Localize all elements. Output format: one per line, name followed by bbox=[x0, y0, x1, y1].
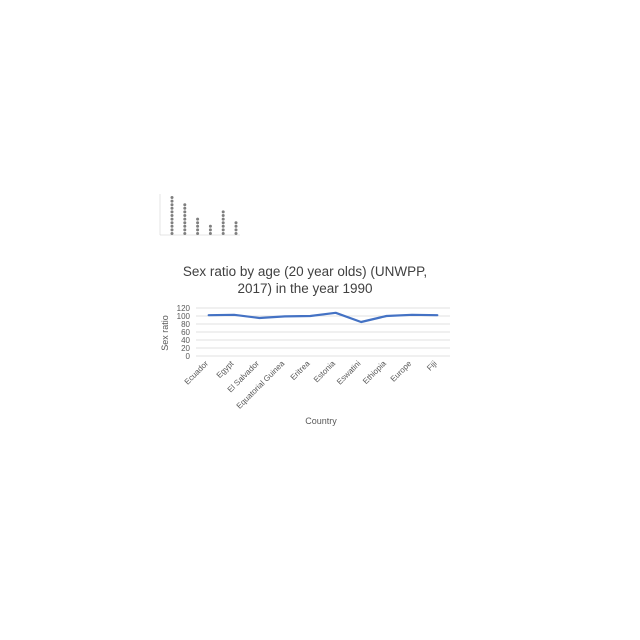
x-axis-label: Country bbox=[305, 416, 337, 426]
thumbnail-background bbox=[148, 186, 248, 246]
thumbnail-dot bbox=[183, 203, 187, 207]
thumbnail-dot bbox=[170, 214, 174, 217]
sex-ratio-chart: Sex ratio by age (20 year olds) (UNWPP, … bbox=[150, 258, 480, 438]
thumbnail-dot bbox=[183, 206, 187, 210]
thumbnail-dot bbox=[208, 232, 212, 235]
x-tick-label: Ethiopia bbox=[361, 359, 388, 386]
thumbnail-dot bbox=[221, 224, 225, 228]
thumbnail-dot bbox=[170, 221, 174, 225]
thumbnail-dot bbox=[221, 214, 225, 217]
sex-ratio-chart-svg: Sex ratio by age (20 year olds) (UNWPP, … bbox=[160, 264, 450, 426]
thumbnail-dot bbox=[183, 217, 187, 221]
thumbnail-dot bbox=[183, 214, 187, 217]
thumbnail-dot bbox=[183, 232, 187, 235]
x-tick-label: Equatorial Guinea bbox=[235, 359, 287, 411]
thumbnail-dot bbox=[221, 221, 225, 225]
thumbnail-chart-svg bbox=[148, 186, 248, 246]
thumbnail-dot bbox=[196, 232, 200, 235]
y-tick-label: 80 bbox=[181, 320, 190, 329]
y-axis-label: Sex ratio bbox=[160, 315, 170, 351]
y-tick-label: 40 bbox=[181, 336, 190, 345]
thumbnail-dot bbox=[221, 228, 225, 232]
x-tick-label: Eswatini bbox=[335, 359, 363, 387]
thumbnail-dot bbox=[170, 217, 174, 221]
y-tick-label: 120 bbox=[177, 304, 191, 313]
y-tick-label: 20 bbox=[181, 344, 190, 353]
thumbnail-dot bbox=[183, 224, 187, 228]
thumbnail-dot bbox=[183, 228, 187, 232]
thumbnail-dot bbox=[170, 224, 174, 228]
series-line bbox=[207, 311, 439, 324]
x-tick-label: Europe bbox=[389, 359, 414, 384]
thumbnail-dot bbox=[221, 210, 225, 214]
thumbnail-dot bbox=[170, 210, 174, 214]
thumbnail-dot bbox=[208, 228, 212, 232]
thumbnail-dot bbox=[196, 228, 200, 232]
x-tick-label: Fiji bbox=[425, 359, 439, 373]
x-tick-label: Ecuador bbox=[183, 359, 211, 387]
thumbnail-dot bbox=[208, 224, 212, 228]
thumbnail-dot bbox=[170, 228, 174, 232]
x-tick-label: Estonia bbox=[312, 359, 338, 385]
thumbnail-dot bbox=[221, 217, 225, 221]
thumbnail-dot bbox=[170, 196, 174, 199]
thumbnail-dot bbox=[234, 221, 238, 225]
thumbnail-dot bbox=[196, 217, 200, 221]
y-tick-label: 100 bbox=[177, 312, 191, 321]
thumbnail-dot bbox=[221, 232, 225, 235]
y-tick-label: 0 bbox=[186, 352, 191, 361]
thumbnail-dot-chart bbox=[148, 186, 248, 246]
thumbnail-dot bbox=[170, 199, 174, 203]
thumbnail-dot bbox=[234, 224, 238, 228]
chart-title-line-1: Sex ratio by age (20 year olds) (UNWPP, bbox=[183, 264, 427, 279]
thumbnail-dot bbox=[170, 232, 174, 235]
thumbnail-dot bbox=[234, 232, 238, 235]
thumbnail-dot bbox=[196, 221, 200, 225]
thumbnail-dot bbox=[234, 228, 238, 232]
data-points bbox=[208, 312, 438, 323]
thumbnail-dot bbox=[170, 203, 174, 207]
thumbnail-dot bbox=[183, 221, 187, 225]
thumbnail-dots bbox=[170, 196, 238, 235]
thumbnail-dot bbox=[196, 224, 200, 228]
chart-title-line-2: 2017) in the year 1990 bbox=[237, 281, 372, 296]
thumbnail-dot bbox=[170, 206, 174, 210]
y-tick-label: 60 bbox=[181, 328, 190, 337]
x-tick-label: Eritrea bbox=[289, 359, 312, 382]
x-tick-label: Egypt bbox=[215, 359, 236, 380]
thumbnail-dot bbox=[183, 210, 187, 214]
